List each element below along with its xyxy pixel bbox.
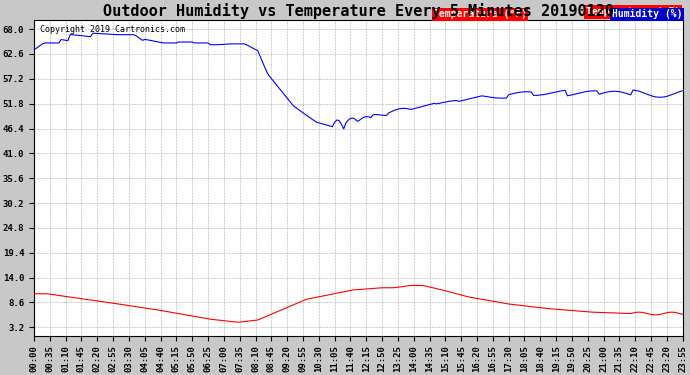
Title: Outdoor Humidity vs Temperature Every 5 Minutes 20190120: Outdoor Humidity vs Temperature Every 5 … <box>103 3 614 19</box>
Text: Copyright 2019 Cartronics.com: Copyright 2019 Cartronics.com <box>41 25 186 34</box>
Text: Temperature (°F): Temperature (°F) <box>433 9 527 20</box>
Text: Temperature (°F): Temperature (°F) <box>586 7 680 17</box>
Text: Humidity (%): Humidity (%) <box>611 9 682 20</box>
